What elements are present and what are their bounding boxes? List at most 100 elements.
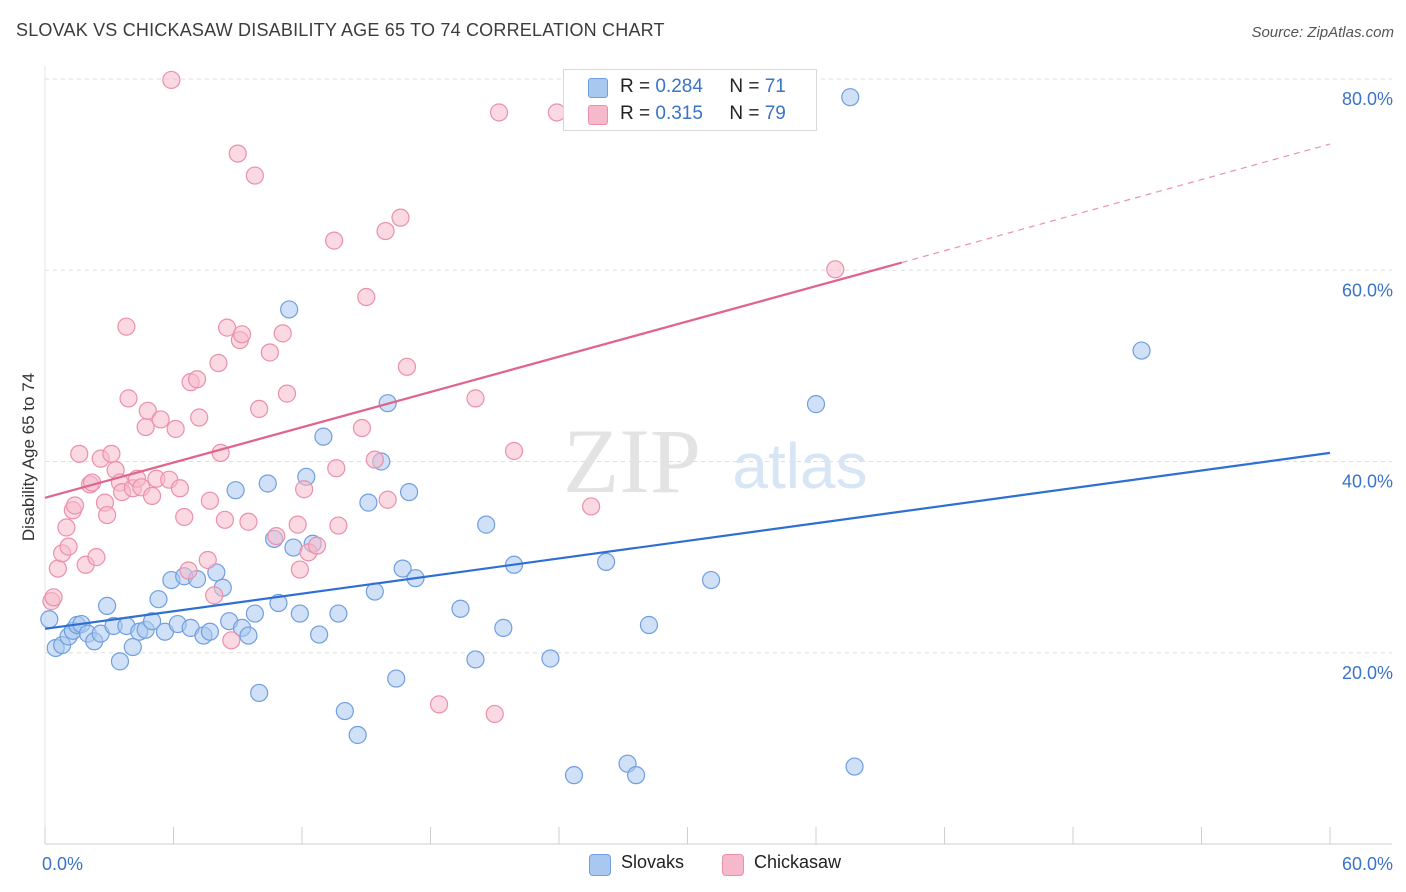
correlation-legend: R = 0.284 N = 71 R = 0.315 N = 79	[563, 69, 817, 131]
slovaks-point	[290, 604, 309, 623]
chickasaw-point	[429, 695, 449, 714]
chickasaw-point	[190, 408, 209, 427]
slovaks-point	[845, 757, 864, 776]
n-value: 71	[764, 76, 786, 97]
chickasaw-point	[179, 561, 198, 580]
r-value: 0.284	[655, 76, 703, 97]
x-tick-label-max: 60.0%	[1342, 854, 1393, 874]
slovaks-point	[541, 649, 560, 668]
chickasaw-point	[239, 512, 258, 531]
chickasaw-point	[200, 491, 220, 510]
chickasaw-point	[290, 560, 309, 579]
y-tick-label: 20.0%	[1342, 663, 1393, 683]
y-tick-label: 80.0%	[1342, 89, 1393, 109]
chickasaw-point	[87, 548, 106, 567]
legend-row-slovaks-text: R = 0.284 N = 71	[620, 76, 786, 98]
chickasaw-point	[142, 486, 162, 506]
chickasaw-trend-extension	[901, 143, 1331, 264]
chickasaw-point	[151, 410, 170, 429]
tick-labels: 20.0% 40.0% 60.0% 80.0% 0.0% 60.0%	[42, 89, 1393, 874]
slovaks-point	[98, 596, 117, 615]
chickasaw-point	[170, 479, 190, 498]
chickasaw-point	[98, 505, 117, 525]
chickasaw-point	[198, 550, 217, 570]
slovaks-point	[250, 683, 269, 703]
chickasaw-point	[357, 287, 376, 307]
slovaks-point	[387, 669, 406, 688]
slovaks-point	[494, 618, 513, 637]
slovaks-point	[258, 474, 277, 493]
chickasaw-point	[228, 144, 247, 163]
chickasaw-point	[273, 324, 292, 343]
slovaks-trend-line	[44, 451, 1331, 630]
slovaks-point	[310, 625, 329, 644]
slovaks-point	[149, 590, 168, 609]
chickasaw-point	[250, 399, 269, 419]
chickasaw-point	[489, 103, 509, 122]
chickasaw-point	[209, 353, 228, 373]
slovaks-point	[245, 604, 264, 623]
chickasaw-point	[582, 497, 601, 516]
slovaks-point	[477, 515, 496, 534]
slovaks-point	[123, 637, 142, 657]
chickasaw-point	[397, 357, 417, 376]
r-value: 0.315	[655, 103, 703, 124]
slovaks-swatch	[588, 78, 608, 98]
slovaks-legend-label: Slovaks	[621, 852, 685, 872]
watermark-atlas: atlas	[732, 430, 867, 502]
chickasaw-point	[65, 496, 85, 515]
chickasaw-legend-swatch	[722, 854, 744, 876]
chickasaw-point	[365, 450, 384, 469]
n-label: N =	[729, 76, 760, 97]
data-points	[40, 70, 1151, 785]
slovaks-point	[239, 626, 258, 645]
y-tick-label: 60.0%	[1342, 280, 1393, 300]
chickasaw-point	[59, 537, 78, 556]
chickasaw-point	[232, 325, 252, 344]
chickasaw-swatch	[588, 105, 608, 125]
r-label: R =	[620, 103, 651, 124]
slovaks-point	[451, 599, 470, 618]
chickasaw-point	[325, 231, 344, 250]
slovaks-point	[284, 538, 303, 557]
slovaks-point	[701, 570, 721, 590]
chickasaw-point	[162, 70, 181, 90]
slovaks-point	[466, 650, 485, 669]
y-axis-label: Disability Age 65 to 74	[19, 373, 38, 541]
chickasaw-point	[138, 401, 157, 420]
slovaks-point	[399, 483, 419, 502]
slovaks-point	[142, 612, 162, 631]
chickasaw-point	[260, 343, 279, 362]
slovaks-point	[314, 427, 333, 446]
legend-row-chickasaw-text: R = 0.315 N = 79	[620, 103, 786, 125]
chickasaw-point	[376, 221, 395, 241]
chickasaw-point	[205, 586, 224, 605]
chickasaw-point	[485, 704, 504, 724]
slovaks-legend-swatch	[589, 854, 611, 876]
chickasaw-point	[222, 631, 241, 650]
chickasaw-point	[102, 444, 121, 463]
watermark-zip: ZIP	[563, 410, 701, 512]
chickasaw-point	[136, 417, 155, 437]
chickasaw-point	[217, 318, 237, 337]
slovaks-point	[806, 395, 826, 414]
slovaks-point	[329, 604, 348, 623]
y-tick-label: 40.0%	[1342, 472, 1393, 492]
x-tick-label-min: 0.0%	[42, 854, 83, 874]
n-label: N =	[729, 103, 760, 124]
gridlines	[45, 78, 1392, 654]
chickasaw-point	[295, 480, 314, 499]
chickasaw-point	[307, 536, 327, 555]
chickasaw-point	[215, 510, 234, 529]
chickasaw-point	[175, 507, 194, 527]
chickasaw-point	[70, 444, 89, 463]
slovaks-point	[597, 552, 616, 572]
chickasaw-point	[57, 518, 76, 537]
slovaks-point	[564, 766, 584, 785]
watermark: ZIP atlas	[563, 410, 868, 512]
chickasaw-point	[391, 208, 410, 227]
slovaks-point	[200, 622, 220, 641]
slovaks-point	[207, 563, 226, 582]
chickasaw-point	[245, 166, 264, 185]
